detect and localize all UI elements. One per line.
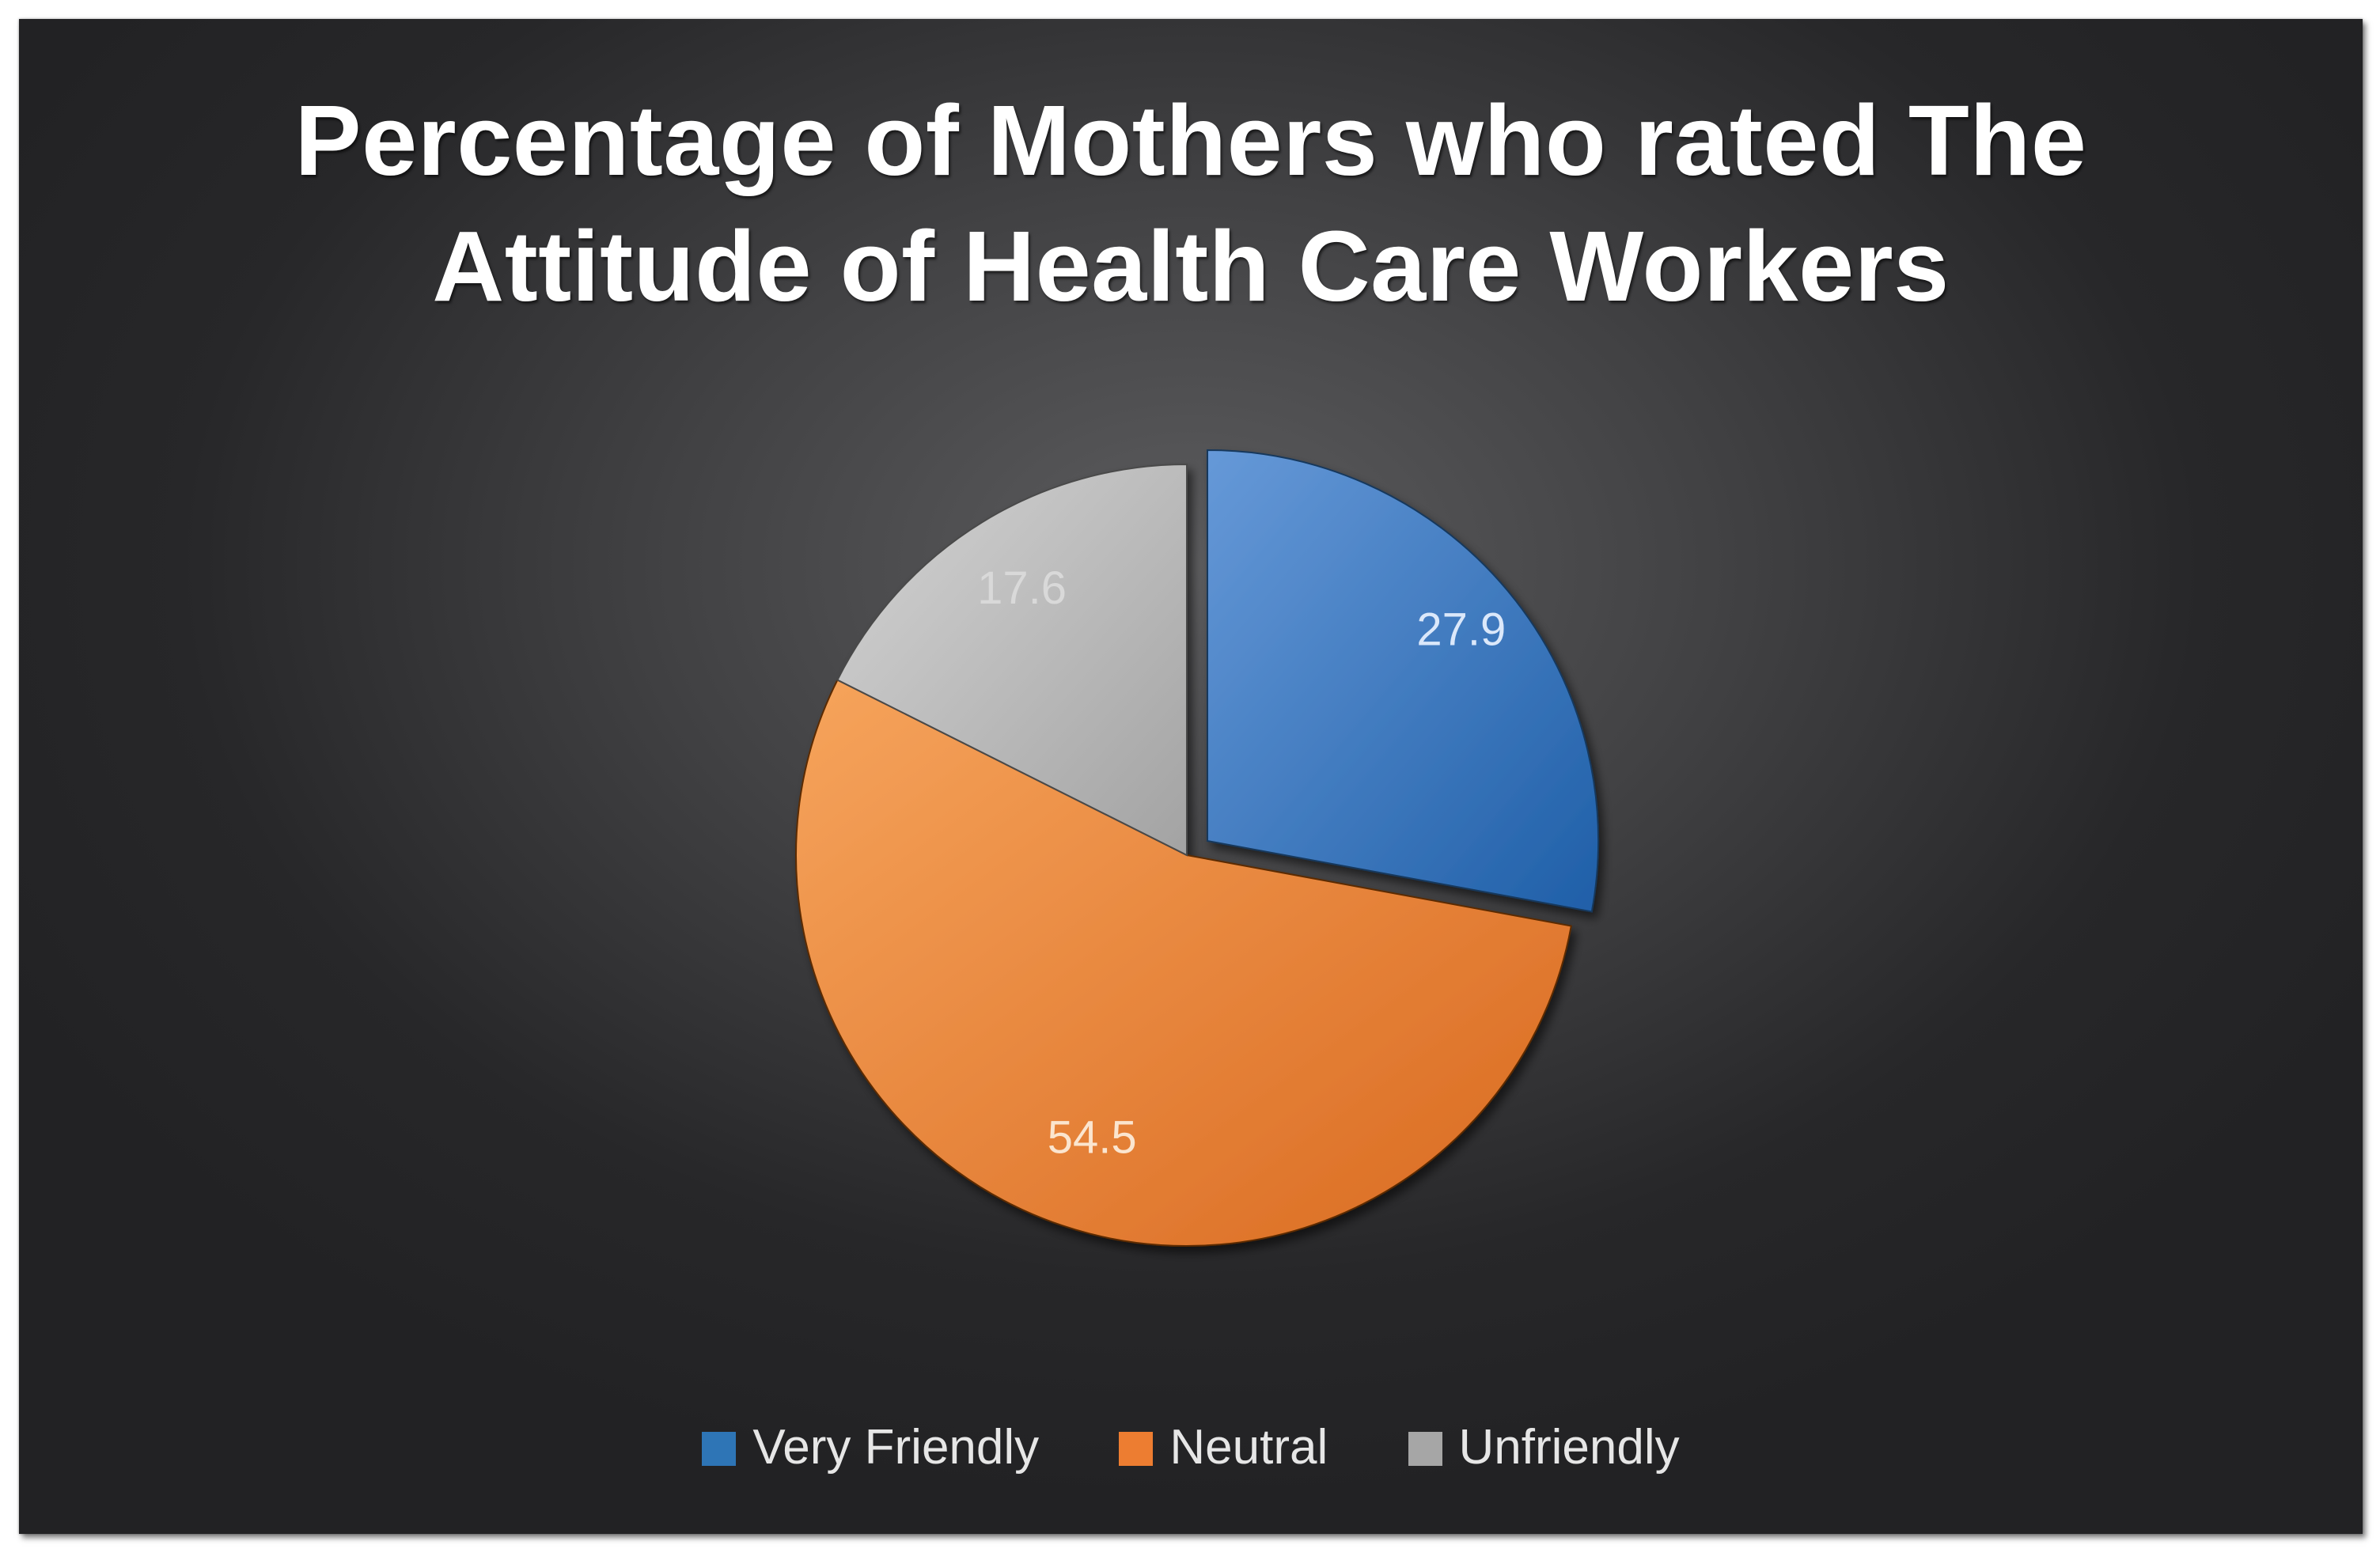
svg-text:17.6: 17.6 [977, 562, 1067, 614]
svg-text:54.5: 54.5 [1048, 1112, 1137, 1164]
svg-text:27.9: 27.9 [1416, 604, 1506, 655]
